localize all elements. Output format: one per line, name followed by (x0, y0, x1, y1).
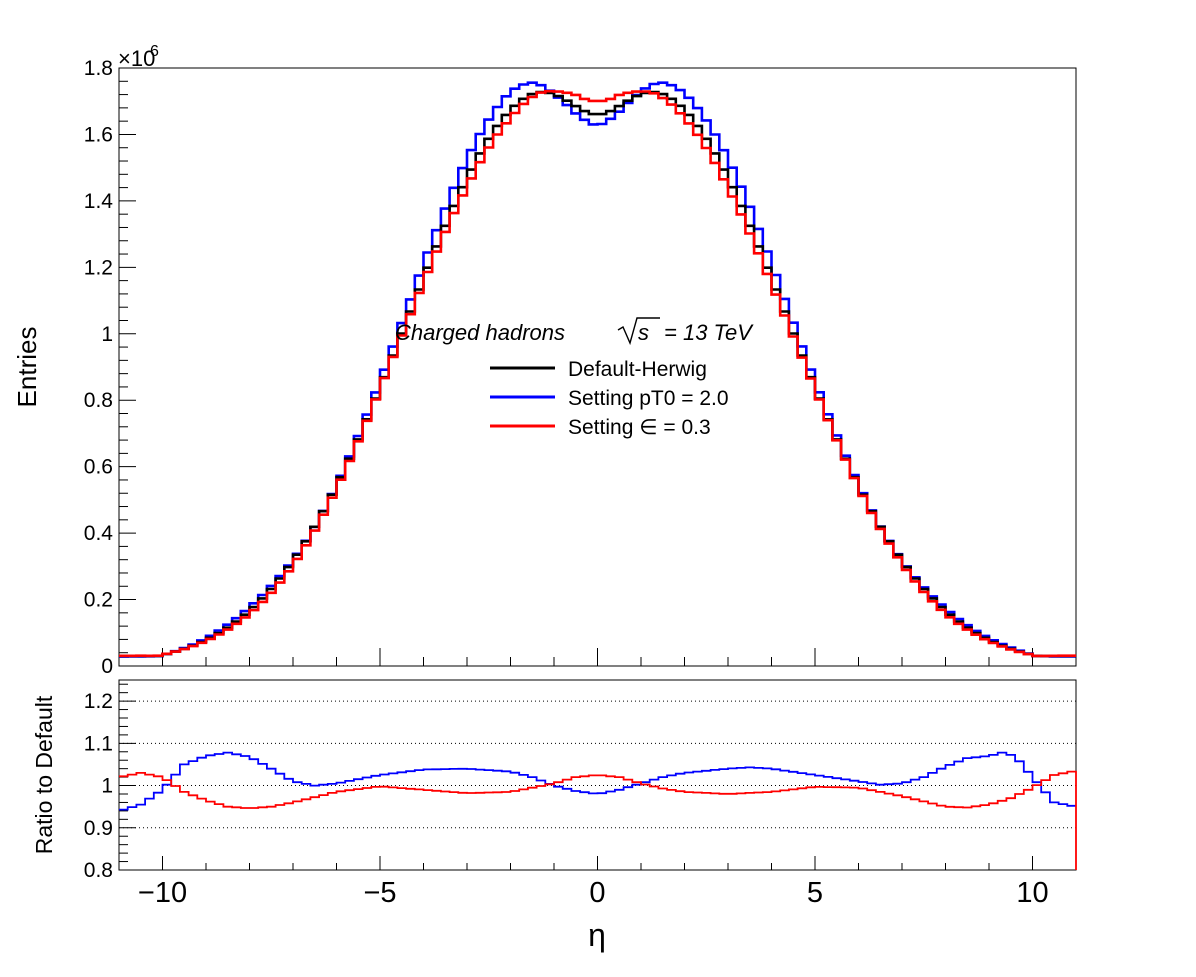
ratio-panel: 0.8 0.9 1 1.1 1.2 −10 −5 0 5 10 (84, 679, 1077, 909)
ratio-xtick-label: 5 (807, 877, 823, 909)
legend-label: Setting ∈ = 0.3 (568, 416, 711, 439)
y-multiplier-exp: 6 (150, 43, 159, 60)
ratio-ytick-label: 1.1 (84, 732, 113, 755)
top-ytick-label: 0 (101, 655, 113, 678)
y-multiplier: ×10 6 (118, 43, 159, 71)
legend: Default-Herwig Setting pT0 = 2.0 Setting ∈… (490, 358, 729, 439)
top-panel: 0 0.2 0.4 0.6 0.8 1 1.2 1.4 1.6 1.8 (84, 57, 1077, 678)
x-axis-title: η (588, 917, 606, 953)
ratio-ytick-label: 0.8 (84, 859, 113, 882)
ratio-xtick-label: −10 (138, 877, 187, 909)
top-ytick-label: 1 (101, 323, 113, 346)
top-ytick-label: 1.2 (84, 256, 113, 279)
xlabel: η (588, 917, 606, 953)
ratio-xtick-label: 10 (1016, 877, 1048, 909)
annotation-label: Charged hadrons (395, 320, 565, 345)
top-ytick-label: 0.2 (84, 589, 113, 612)
annotation: Charged hadrons s = 13 TeV (395, 317, 754, 346)
bottom-y-axis-title: Ratio to Default (31, 695, 57, 854)
top-y-axis-title: Entries (12, 327, 42, 408)
ratio-xtick-label: −5 (363, 877, 396, 909)
ratio-ytick-label: 1.2 (84, 690, 113, 713)
top-ytick-label: 0.6 (84, 456, 113, 479)
ratio-ytick-label: 0.9 (84, 817, 113, 840)
top-ytick-label: 1.4 (84, 190, 114, 213)
top-ylabel: Entries (12, 327, 42, 408)
annotation-energy-value: = 13 TeV (664, 320, 754, 345)
legend-label: Default-Herwig (568, 358, 707, 381)
sqrt-symbol (617, 317, 660, 346)
ratio-ytick-label: 1 (101, 775, 113, 798)
legend-label: Setting pT0 = 2.0 (568, 387, 729, 410)
top-ytick-label: 0.4 (84, 522, 114, 545)
ratio-series-pt0 (119, 751, 1076, 811)
ratio-xtick-label: 0 (589, 877, 605, 909)
ratio-ylabel: Ratio to Default (31, 695, 57, 854)
top-ytick-label: 1.6 (84, 123, 113, 146)
top-ytick-label: 1.8 (84, 57, 113, 80)
top-series-default (119, 90, 1076, 658)
top-ytick-label: 0.8 (84, 389, 113, 412)
annotation-energy-symbol: s (638, 320, 649, 345)
top-series-epsilon (119, 89, 1076, 658)
y-multiplier-base: ×10 (118, 46, 155, 71)
ratio-series-epsilon (119, 770, 1077, 870)
